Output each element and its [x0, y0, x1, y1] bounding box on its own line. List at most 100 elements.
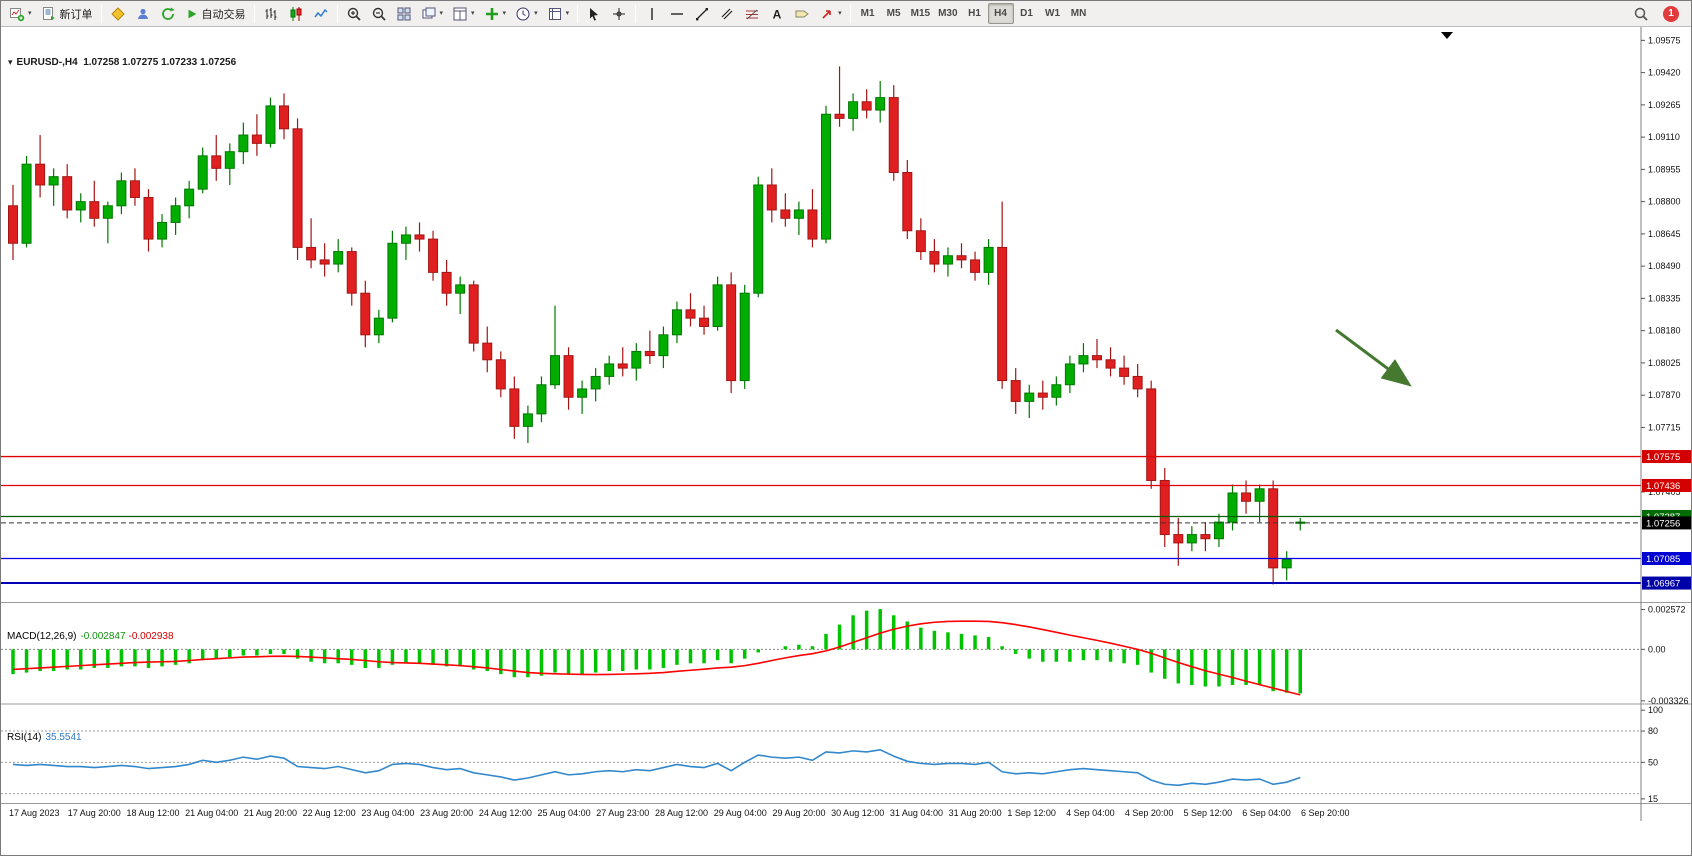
- svg-text:31 Aug 20:00: 31 Aug 20:00: [949, 808, 1002, 818]
- clock-icon: [516, 7, 530, 20]
- search-icon: [1634, 7, 1648, 21]
- timeframe-mn-button[interactable]: MN: [1066, 3, 1092, 24]
- svg-text:22 Aug 12:00: 22 Aug 12:00: [303, 808, 356, 818]
- svg-text:1.07256: 1.07256: [1646, 518, 1680, 529]
- crosshair-button[interactable]: [607, 3, 631, 24]
- timeframe-m30-button[interactable]: M30: [934, 3, 961, 24]
- notification-badge[interactable]: 1: [1663, 5, 1679, 22]
- fibonacci-tool-button[interactable]: [740, 3, 764, 24]
- line-chart-button[interactable]: [309, 3, 333, 24]
- svg-text:17 Aug 2023: 17 Aug 2023: [9, 808, 60, 818]
- notification-count: 1: [1668, 8, 1674, 19]
- annotations[interactable]: [1335, 32, 1453, 387]
- timeframe-h1-button[interactable]: H1: [962, 3, 988, 24]
- dropdown-caret: ▾: [534, 10, 538, 17]
- cursor-button[interactable]: [582, 3, 606, 24]
- timeframe-toolbar: M1 M5 M15 M30 H1 H4 D1 W1 MN: [855, 3, 1092, 24]
- price-tags: 1.075751.074361.072871.072561.070851.069…: [1642, 450, 1691, 590]
- timeframe-d1-button[interactable]: D1: [1014, 3, 1040, 24]
- text-tool-button[interactable]: A: [765, 3, 789, 24]
- bar-chart-icon: [265, 7, 277, 20]
- svg-text:1.09575: 1.09575: [1648, 35, 1681, 45]
- time-axis[interactable]: 17 Aug 2023 17 Aug 20:00 18 Aug 12:00 21 Au…: [9, 808, 1350, 818]
- data-window-icon: [137, 8, 148, 19]
- label-tag-icon: [795, 10, 809, 17]
- search-button[interactable]: [1629, 3, 1653, 24]
- zoom-out-button[interactable]: [367, 3, 391, 24]
- trendline-tool-button[interactable]: [690, 3, 714, 24]
- timeframe-m15-button[interactable]: M15: [907, 3, 934, 24]
- crosshair-icon: [613, 7, 626, 20]
- tile-windows-button[interactable]: [392, 3, 416, 24]
- svg-text:29 Aug 04:00: 29 Aug 04:00: [714, 808, 767, 818]
- dropdown-caret: ▾: [28, 10, 32, 17]
- data-window-button[interactable]: [131, 3, 155, 24]
- auto-trading-button[interactable]: 自动交易: [181, 3, 250, 24]
- indicators-button[interactable]: ▾: [480, 3, 511, 24]
- periods-button[interactable]: ▾: [511, 3, 542, 24]
- svg-text:1.07085: 1.07085: [1646, 554, 1680, 565]
- price-axis[interactable]: 1.09575 1.09420 1.09265 1.09110 1.08955 1.088…: [1640, 27, 1689, 821]
- svg-text:25 Aug 04:00: 25 Aug 04:00: [538, 808, 591, 818]
- chart-window: 1.09575 1.09420 1.09265 1.09110 1.08955 1.088…: [1, 27, 1692, 856]
- horizontal-line-tool-button[interactable]: [665, 3, 689, 24]
- equidistant-channel-icon: [721, 8, 733, 19]
- svg-text:80: 80: [1648, 726, 1658, 736]
- svg-text:28 Aug 12:00: 28 Aug 12:00: [655, 808, 708, 818]
- svg-text:1.08025: 1.08025: [1648, 358, 1681, 368]
- timeframe-w1-button[interactable]: W1: [1040, 3, 1066, 24]
- rsi-name: RSI(14): [7, 732, 42, 743]
- toolbar-separator: [100, 4, 102, 23]
- new-order-button[interactable]: 新订单: [37, 3, 97, 24]
- svg-text:1.09420: 1.09420: [1648, 68, 1681, 78]
- svg-text:1.08645: 1.08645: [1648, 229, 1681, 239]
- fibonacci-icon: [746, 9, 759, 19]
- window-arrange-button[interactable]: ▾: [448, 3, 479, 24]
- trendline-icon: [696, 7, 709, 20]
- dropdown-caret: ▾: [502, 10, 507, 17]
- auto-trading-label: 自动交易: [201, 8, 246, 21]
- toolbar: ▾ 新订单 自动交易: [1, 1, 1691, 27]
- svg-text:0.002572: 0.002572: [1648, 605, 1686, 615]
- market-watch-button[interactable]: [106, 3, 130, 24]
- navigator-icon: [161, 7, 175, 20]
- svg-text:1.06967: 1.06967: [1646, 579, 1680, 590]
- svg-text:15: 15: [1648, 794, 1658, 804]
- svg-text:30 Aug 12:00: 30 Aug 12:00: [831, 808, 884, 818]
- toolbar-separator: [336, 4, 338, 23]
- templates-button[interactable]: ▾: [543, 3, 574, 24]
- zoom-in-icon: [347, 7, 361, 21]
- candlestick-chart-button[interactable]: [284, 3, 308, 24]
- toolbar-separator: [635, 4, 637, 23]
- svg-text:4 Sep 20:00: 4 Sep 20:00: [1125, 808, 1174, 818]
- timeframe-h4-button[interactable]: H4: [987, 3, 1014, 24]
- macd-main-value: -0.002847: [80, 631, 126, 642]
- macd-signal-value: -0.002938: [128, 631, 174, 642]
- zoom-in-button[interactable]: [342, 3, 366, 24]
- svg-text:1.08335: 1.08335: [1648, 293, 1681, 303]
- vertical-line-tool-button[interactable]: [640, 3, 664, 24]
- equidistant-channel-tool-button[interactable]: [715, 3, 739, 24]
- label-tool-button[interactable]: [790, 3, 814, 24]
- new-chart-button[interactable]: ▾: [5, 3, 36, 24]
- timeframe-m5-button[interactable]: M5: [881, 3, 907, 24]
- new-chart-icon: [10, 7, 25, 21]
- svg-text:-0.003326: -0.003326: [1648, 696, 1689, 706]
- one-click-trading-toggle[interactable]: ▾: [8, 57, 13, 67]
- panel-separators[interactable]: [1, 602, 1692, 804]
- bar-chart-button[interactable]: [259, 3, 283, 24]
- timeframe-m1-button[interactable]: M1: [855, 3, 881, 24]
- cursor-icon: [590, 7, 599, 21]
- price-lines-layer[interactable]: [1, 455, 1641, 585]
- svg-text:24 Aug 12:00: 24 Aug 12:00: [479, 808, 532, 818]
- dropdown-caret: ▾: [565, 10, 570, 17]
- horizontal-line-icon: [671, 12, 684, 15]
- chart-canvas[interactable]: 1.09575 1.09420 1.09265 1.09110 1.08955 1.088…: [1, 27, 1692, 856]
- svg-text:1.08180: 1.08180: [1648, 326, 1681, 336]
- arrows-tool-button[interactable]: ▾: [815, 3, 846, 24]
- navigator-button[interactable]: [156, 3, 180, 24]
- new-order-icon: [42, 6, 55, 20]
- zoom-out-icon: [372, 7, 386, 21]
- chart-profiles-button[interactable]: ▾: [417, 3, 448, 24]
- trend-arrow-annotation: [1335, 328, 1412, 387]
